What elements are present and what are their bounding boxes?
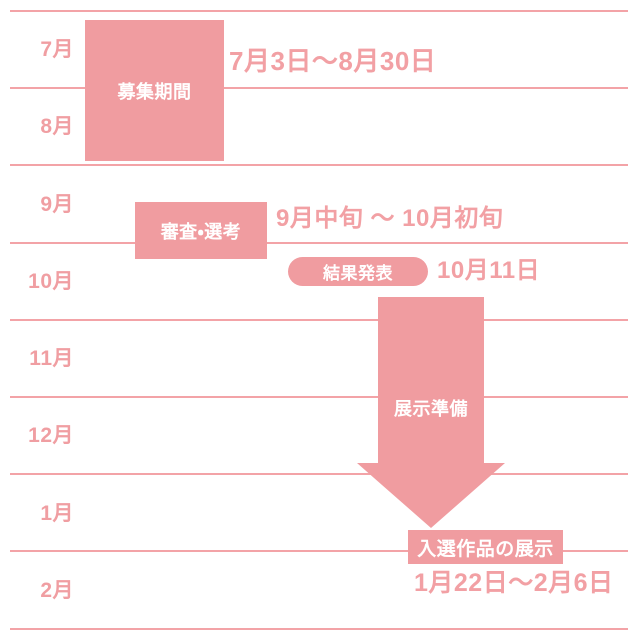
- gridline: [10, 396, 628, 398]
- phase-date-review: 9月中旬 ～ 10月初旬: [276, 205, 504, 232]
- phase-pill-result: 結果発表: [288, 257, 428, 286]
- phase-block-exhibition: 入選作品の展示: [408, 530, 563, 564]
- gridline: [10, 550, 628, 552]
- phase-block-review: 審査・選考: [135, 202, 267, 259]
- phase-date-recruit: 7月3日～8月30日: [229, 46, 437, 76]
- gridline: [10, 628, 628, 630]
- gridline: [10, 319, 628, 321]
- phase-date-exhibition: 1月22日～2月6日: [414, 569, 614, 597]
- month-label-aug: 8月: [40, 115, 74, 138]
- month-label-nov: 11月: [29, 347, 74, 370]
- month-label-sep: 9月: [40, 193, 74, 216]
- month-label-jan: 1月: [40, 502, 74, 525]
- gridline: [10, 87, 628, 89]
- down-arrow-icon: [357, 297, 505, 528]
- month-label-feb: 2月: [40, 579, 74, 602]
- gridline: [10, 10, 628, 12]
- gridline: [10, 242, 628, 244]
- phase-arrow-label: 展示準備: [394, 398, 468, 419]
- month-label-jul: 7月: [40, 38, 74, 61]
- gridline: [10, 473, 628, 475]
- phase-date-result: 10月11日: [437, 257, 541, 284]
- month-label-dec: 12月: [28, 424, 74, 447]
- phase-block-recruit: 募集期間: [85, 20, 224, 161]
- phase-arrow-preparation: 展示準備: [357, 297, 505, 528]
- month-label-oct: 10月: [28, 270, 74, 293]
- gridline: [10, 164, 628, 166]
